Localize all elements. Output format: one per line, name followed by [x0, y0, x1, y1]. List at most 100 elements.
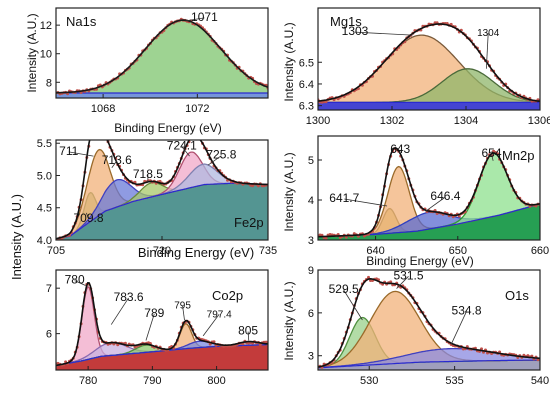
- peak-area-711: [56, 149, 268, 239]
- envelope-fit-curve: [56, 140, 268, 240]
- peak-area-713.6: [56, 179, 268, 239]
- peak-label: 1304: [477, 28, 500, 39]
- chart-panel-na1s: 1068 1072 8 10 12 Na1s Intensity (A.U.) Binding…: [25, 7, 269, 135]
- peak-label: 789: [144, 306, 164, 320]
- y-axis-label: Intensity (A.U.): [282, 152, 296, 231]
- x-tick-label: 1300: [306, 115, 330, 127]
- x-tick-label: 535: [445, 375, 463, 387]
- panel-title: Mg1s: [330, 14, 362, 29]
- peak-label: 724.1: [167, 139, 197, 153]
- peak-label: 783.6: [114, 290, 144, 304]
- peak-label-leader: [247, 331, 250, 341]
- peak-area-725.8: [56, 164, 268, 239]
- data-point: [89, 135, 92, 138]
- peak-label-leader: [207, 155, 222, 166]
- plot-frame: [317, 269, 541, 371]
- background-region: [56, 183, 268, 240]
- peak-label: 531.5: [393, 268, 423, 282]
- y-tick-label: 4.5: [37, 203, 52, 215]
- y-tick-label: 10: [40, 49, 52, 61]
- peak-label-leader: [344, 198, 388, 207]
- x-tick-label: 1072: [185, 103, 209, 115]
- x-tick-label: 735: [259, 245, 277, 257]
- plot-frame: [55, 269, 269, 371]
- peak-label: 709.8: [73, 211, 103, 225]
- plot-frame: [317, 135, 541, 241]
- peak-label-leader: [111, 160, 118, 168]
- y-tick-label: 6: [308, 308, 314, 320]
- peak-label-leader: [86, 212, 89, 220]
- peak-label-leader: [425, 196, 446, 212]
- background-region: [318, 102, 540, 110]
- x-tick-label: 800: [207, 375, 225, 387]
- baseline-curve: [56, 182, 268, 240]
- peak-label-leader: [485, 33, 489, 69]
- plot-frame: [317, 7, 541, 111]
- peak-label-leader: [68, 151, 94, 157]
- data-point: [93, 125, 96, 128]
- y-tick-label: 6.4: [299, 79, 314, 91]
- peak-label-leader: [450, 311, 467, 345]
- peak-label-leader: [185, 17, 205, 22]
- background-region: [318, 204, 540, 240]
- envelope-fit-curve: [318, 23, 540, 103]
- peak-label: 711: [59, 144, 78, 158]
- panel-title: O1s: [505, 288, 529, 303]
- y-tick-label: 4: [308, 195, 314, 207]
- background-region: [56, 93, 268, 98]
- peak-area-780: [56, 286, 268, 366]
- x-tick-label: 640: [366, 245, 384, 257]
- plot-area: [56, 17, 268, 98]
- panel-title: Co2p: [212, 288, 243, 303]
- peak-label: 805: [238, 324, 258, 338]
- data-point: [344, 235, 348, 239]
- x-tick-label: 660: [531, 245, 549, 257]
- x-tick-label: 720: [153, 245, 171, 257]
- peak-label: 641.7: [329, 191, 359, 205]
- peak-label-leader: [110, 297, 129, 325]
- peak-label: 643: [390, 142, 410, 156]
- y-tick-label: 12: [40, 20, 52, 32]
- x-tick-label: 1068: [91, 103, 115, 115]
- y-tick-label: 7: [46, 283, 52, 295]
- peak-area-783.6: [56, 342, 268, 366]
- y-tick-label: 8: [46, 77, 52, 89]
- data-point: [105, 135, 108, 138]
- chart-panel-mn2p: 640 650 660 3 4 5 Mn2p Intensity (A.U.) Binding …: [282, 135, 549, 268]
- panel-title: Na1s: [66, 14, 97, 29]
- peak-label-leader: [202, 314, 220, 337]
- peak-label-leader: [399, 149, 401, 155]
- peak-label-leader: [145, 313, 155, 341]
- chart-panel-mg1s: 1300 1302 1304 1306 6.3 6.4 6.5 Mg1s Intensity (…: [282, 7, 550, 127]
- peak-label-leader: [491, 153, 494, 161]
- peak-area-646.4: [318, 204, 540, 237]
- peak-label-leader: [354, 31, 413, 36]
- data-point: [197, 137, 200, 140]
- x-tick-label: 650: [449, 245, 467, 257]
- peak-label-leader: [343, 289, 363, 321]
- background-region: [318, 360, 540, 370]
- data-point: [256, 184, 260, 188]
- y-tick-label: 5: [308, 155, 314, 167]
- x-tick-label: 705: [47, 245, 65, 257]
- chart-panels: 1068 1072 8 10 12 Na1s Intensity (A.U.) Binding…: [25, 7, 550, 387]
- plot-frame: [55, 7, 269, 99]
- data-point: [264, 340, 268, 344]
- y-tick-label: 3: [308, 235, 314, 247]
- peak-label: 1303: [342, 24, 369, 38]
- x-tick-label: 1306: [528, 115, 550, 127]
- y-tick-label: 5.5: [37, 138, 52, 150]
- peak-label: 780: [65, 273, 85, 287]
- data-point: [95, 128, 98, 131]
- peak-label: 534.8: [452, 303, 482, 317]
- envelope-fit-curve: [318, 147, 540, 238]
- data-point: [324, 236, 328, 240]
- envelope-fit-curve: [56, 19, 268, 94]
- x-tick-label: 540: [531, 375, 549, 387]
- y-axis-label: Intensity (A.U.): [282, 22, 296, 101]
- y-tick-label: 6: [46, 329, 52, 341]
- peak-label: 1071: [191, 10, 218, 24]
- x-axis-label: Binding Energy (eV): [366, 254, 473, 268]
- peak-label-leader: [182, 305, 185, 321]
